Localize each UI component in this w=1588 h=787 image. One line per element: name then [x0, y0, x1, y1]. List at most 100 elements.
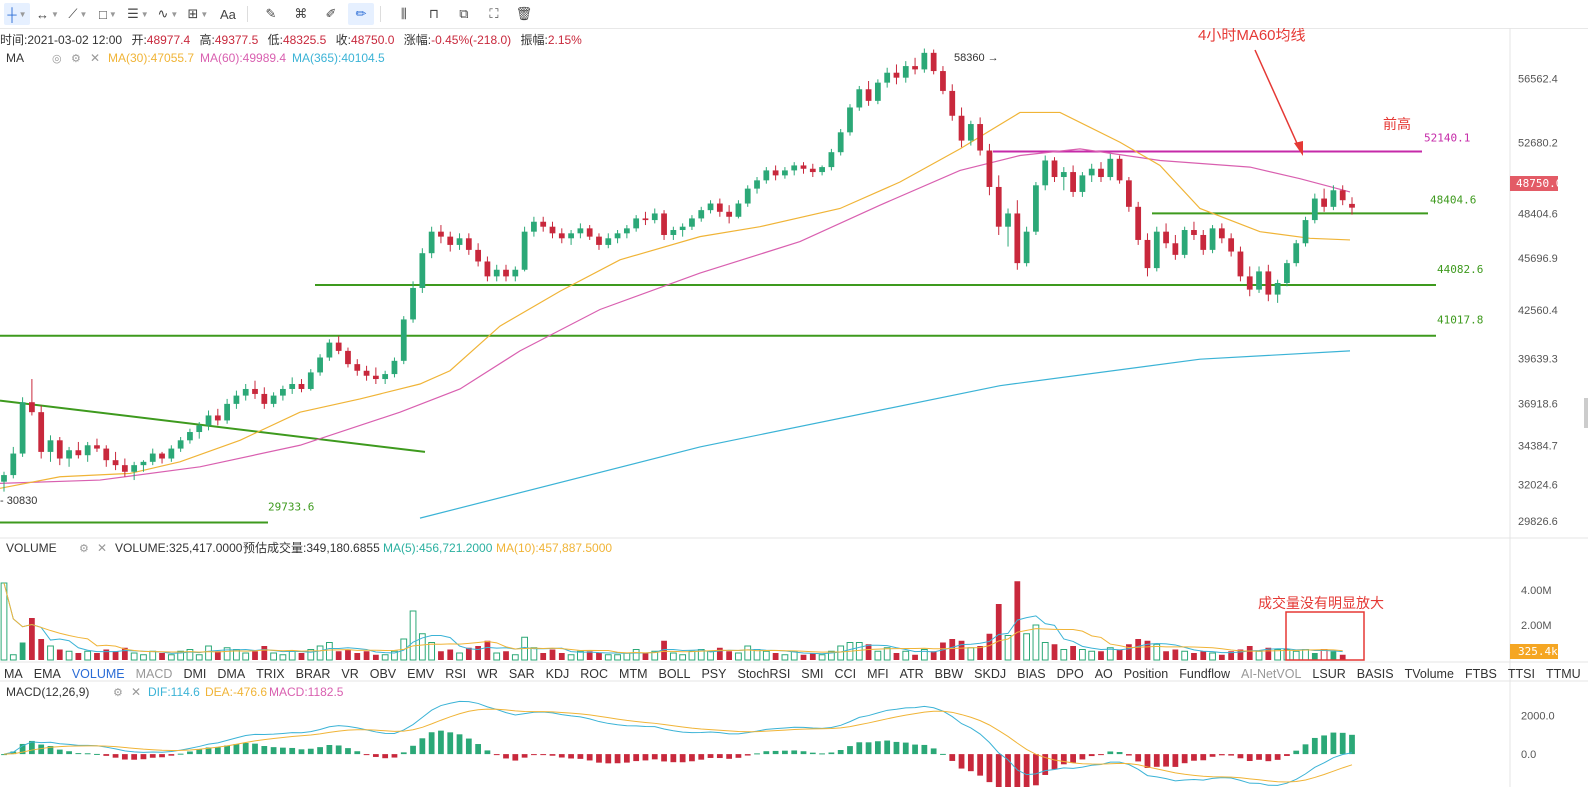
screenshot-tool[interactable]: ⛶ [481, 3, 507, 25]
tab-trix[interactable]: TRIX [256, 667, 285, 681]
tab-mtm[interactable]: MTM [619, 667, 648, 681]
macd-bar [623, 754, 630, 763]
price-tick-label: 39639.3 [1518, 354, 1558, 366]
pen-tool[interactable]: ✐ [318, 3, 344, 25]
tab-volume[interactable]: VOLUME [71, 667, 125, 681]
settings-icon[interactable]: ⚙ [71, 53, 81, 65]
eye-icon[interactable]: ◎ [52, 53, 62, 65]
tab-tvolume[interactable]: TVolume [1404, 667, 1454, 681]
tab-dpo[interactable]: DPO [1056, 667, 1084, 681]
tab-kdj[interactable]: KDJ [545, 667, 570, 681]
chevron-down-icon[interactable]: ▼ [108, 9, 117, 19]
tab-ao[interactable]: AO [1094, 667, 1113, 681]
right-scroll-handle[interactable] [1584, 398, 1588, 428]
tab-skdj[interactable]: SKDJ [974, 667, 1007, 681]
candlestick-chart[interactable]: 时间:2021-03-02 12:00 开:48977.4 高:49377.5 … [0, 28, 1588, 787]
rectangle-tool[interactable]: □ ▼ [95, 3, 121, 25]
tab-brar[interactable]: BRAR [295, 667, 331, 681]
macd-close-icon[interactable]: ✕ [131, 685, 141, 699]
tab-stochrsi[interactable]: StochRSI [737, 667, 791, 681]
candle [1098, 162, 1104, 182]
chevron-down-icon[interactable]: ▼ [18, 9, 27, 19]
ma60-legend: MA(60):49989.4 [200, 51, 286, 65]
volume-bar [1004, 635, 1012, 661]
candle [549, 221, 556, 239]
volume-bar [1218, 654, 1225, 660]
tab-ema[interactable]: EMA [33, 667, 61, 681]
candle [289, 377, 296, 394]
tab-vr[interactable]: VR [341, 667, 359, 681]
tab-lsur[interactable]: LSUR [1312, 667, 1346, 681]
magnet-tool[interactable]: ⌘ [288, 3, 314, 25]
macd-bar [782, 750, 788, 755]
tab-position[interactable]: Position [1123, 667, 1169, 681]
volume-bar [893, 653, 900, 660]
tab-atr[interactable]: ATR [899, 667, 924, 681]
candle [252, 380, 258, 399]
fib-tool[interactable]: ☰ ▼ [125, 3, 151, 25]
text-tool[interactable]: Aa [215, 3, 241, 25]
low-support-label: 29733.6 [268, 501, 314, 514]
candle [1, 471, 7, 492]
tab-ma[interactable]: MA [4, 667, 23, 681]
tab-ttsi[interactable]: TTSI [1507, 667, 1535, 681]
tab-ai-netvol[interactable]: AI-NetVOL [1240, 667, 1302, 681]
brush-tool[interactable]: ✎ [258, 3, 284, 25]
macd-bar [1284, 754, 1290, 756]
tab-macd[interactable]: MACD [135, 667, 173, 681]
volume-bar [958, 640, 965, 660]
macd-bar [140, 754, 147, 760]
tab-dma[interactable]: DMA [217, 667, 246, 681]
volume-bar [511, 654, 519, 661]
tab-obv[interactable]: OBV [369, 667, 397, 681]
volume-close-icon[interactable]: ✕ [97, 541, 107, 555]
macd-settings-icon[interactable]: ⚙ [113, 687, 123, 699]
tab-basis[interactable]: BASIS [1356, 667, 1394, 681]
chevron-down-icon[interactable]: ▼ [51, 9, 59, 19]
tab-roc[interactable]: ROC [580, 667, 609, 681]
tab-rsi[interactable]: RSI [445, 667, 467, 681]
tab-smi[interactable]: SMI [801, 667, 824, 681]
tab-sar[interactable]: SAR [508, 667, 535, 681]
close-icon[interactable]: ✕ [90, 51, 100, 65]
macd-bar [1330, 732, 1337, 755]
crosshair-tool[interactable]: ┼ ▼ [4, 3, 30, 25]
ma60-line [0, 148, 1351, 484]
volume-bar [195, 654, 203, 661]
tab-emv[interactable]: EMV [407, 667, 435, 681]
tab-ftbs[interactable]: FTBS [1464, 667, 1497, 681]
tab-boll[interactable]: BOLL [658, 667, 691, 681]
tab-psy[interactable]: PSY [701, 667, 727, 681]
volume-bar [1126, 644, 1132, 660]
volume-bar [1274, 649, 1282, 661]
macd-bar [270, 747, 277, 755]
horizontal-ray-tool[interactable]: ↔ ▼ [34, 3, 61, 25]
tab-bias[interactable]: BIAS [1017, 667, 1046, 681]
tab-mfi[interactable]: MFI [867, 667, 889, 681]
macd-bar [1209, 754, 1216, 757]
draw-mode-tool[interactable]: ✏ [347, 3, 374, 25]
volume-bar [577, 650, 584, 661]
copy-tool[interactable]: ⧉ [451, 3, 477, 25]
macd-bar [744, 754, 751, 756]
tab-dmi[interactable]: DMI [183, 667, 207, 681]
tab-cci[interactable]: CCI [834, 667, 857, 681]
chevron-down-icon[interactable]: ▼ [79, 9, 88, 19]
candle [623, 225, 630, 239]
trend-line-tool[interactable]: ⟋ ▼ [65, 3, 91, 25]
chevron-down-icon[interactable]: ▼ [200, 9, 209, 19]
visibility-tool[interactable]: ⫼ [391, 3, 417, 25]
tab-wr[interactable]: WR [477, 667, 498, 681]
volume-settings-icon[interactable]: ⚙ [79, 543, 89, 555]
chevron-down-icon[interactable]: ▼ [170, 9, 179, 19]
tab-fundflow[interactable]: Fundflow [1179, 667, 1230, 681]
chevron-down-icon[interactable]: ▼ [140, 9, 149, 19]
measure-tool[interactable]: ⊞ ▼ [185, 3, 211, 25]
lock-tool[interactable]: ⊓ [421, 3, 447, 25]
macd-bar [1218, 754, 1225, 756]
delete-tool[interactable]: 🗑 [511, 3, 537, 25]
price-axis: 56562.4 52680.2 48404.6 45696.9 42560.4 39639… [1518, 73, 1558, 528]
wave-tool[interactable]: ∿ ▼ [155, 3, 181, 25]
tab-bbw[interactable]: BBW [934, 667, 964, 681]
tab-ttmu[interactable]: TTMU [1545, 667, 1581, 681]
